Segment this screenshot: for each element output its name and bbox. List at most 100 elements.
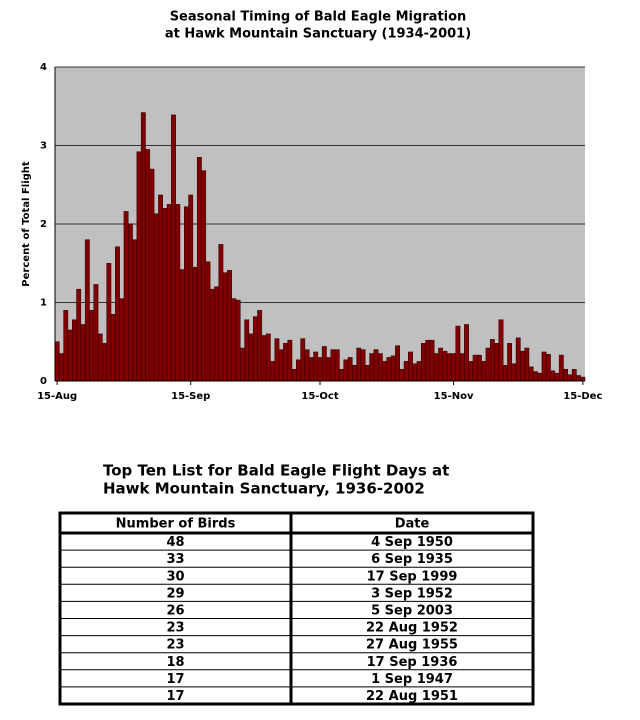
bar xyxy=(541,351,547,382)
bar xyxy=(455,325,461,382)
bar xyxy=(196,157,202,382)
bar xyxy=(421,343,426,382)
bar xyxy=(153,213,159,382)
table-cell: 33 xyxy=(166,552,184,567)
table-border xyxy=(58,511,535,706)
y-tick-label: 4 xyxy=(40,62,47,73)
y-axis-label: Percent of Total Flight xyxy=(21,161,32,287)
bar xyxy=(136,151,142,382)
bar xyxy=(515,337,521,382)
bar xyxy=(296,359,301,382)
bar xyxy=(313,351,319,382)
x-tick-label: 15-Sep xyxy=(171,391,210,402)
bar xyxy=(377,353,383,382)
bar xyxy=(317,357,323,382)
bar xyxy=(102,343,107,382)
bar xyxy=(485,347,491,382)
bar xyxy=(97,333,103,382)
bar xyxy=(386,357,392,382)
table-cell: 22 Aug 1952 xyxy=(366,621,458,636)
bar xyxy=(360,349,366,382)
bar xyxy=(382,361,388,382)
table-cell: 17 xyxy=(166,689,184,704)
bar xyxy=(222,272,228,382)
bar xyxy=(459,353,465,382)
bar xyxy=(244,319,250,382)
bar xyxy=(54,341,60,382)
bar xyxy=(140,112,146,382)
bar xyxy=(446,353,452,382)
chart-title: at Hawk Mountain Sanctuary (1934-2001) xyxy=(165,27,471,42)
bar xyxy=(563,368,569,382)
bar xyxy=(106,263,112,382)
x-tick-label: 15-Aug xyxy=(37,391,77,402)
bar xyxy=(442,350,448,382)
bar xyxy=(343,359,349,382)
bar xyxy=(209,288,215,382)
bar xyxy=(477,354,482,382)
bar xyxy=(554,372,560,382)
bar xyxy=(468,361,474,382)
bar xyxy=(507,343,512,382)
x-tick-label: 15-Oct xyxy=(301,391,338,402)
bar xyxy=(80,324,86,382)
bar xyxy=(214,286,219,382)
table-cell: 6 Sep 1935 xyxy=(371,552,453,567)
bar xyxy=(158,194,163,382)
bar xyxy=(558,354,564,382)
table-cell: 1 Sep 1947 xyxy=(371,672,453,687)
bar xyxy=(356,347,362,382)
bar xyxy=(451,353,456,382)
bar xyxy=(412,363,418,382)
table-cell: 17 xyxy=(166,672,184,687)
chart-title: Seasonal Timing of Bald Eagle Migration xyxy=(170,10,467,25)
table-cell: 18 xyxy=(166,655,184,670)
bar xyxy=(433,353,439,382)
bar xyxy=(261,335,267,382)
bar xyxy=(429,339,435,382)
bar xyxy=(403,361,409,382)
bar xyxy=(364,365,370,382)
table-cell: 17 Sep 1936 xyxy=(367,655,458,670)
bar xyxy=(304,349,310,382)
bar xyxy=(369,353,375,382)
bar xyxy=(59,353,64,382)
bar xyxy=(425,339,431,382)
bar xyxy=(248,333,254,382)
table-title: Top Ten List for Bald Eagle Flight Days … xyxy=(103,462,449,480)
bar xyxy=(145,149,151,382)
bar xyxy=(123,211,129,382)
table-cell: 23 xyxy=(166,638,184,653)
bar xyxy=(76,288,82,382)
bar xyxy=(528,366,534,382)
bar xyxy=(270,361,276,382)
bar xyxy=(67,329,73,382)
bar xyxy=(231,298,237,382)
bar xyxy=(511,363,517,382)
y-tick-label: 2 xyxy=(40,219,47,230)
bar xyxy=(576,375,581,382)
bar xyxy=(240,347,245,382)
bar xyxy=(334,349,340,382)
table-cell: 22 Aug 1951 xyxy=(366,689,458,704)
y-tick-label: 0 xyxy=(40,376,47,387)
bar xyxy=(110,314,116,382)
bar xyxy=(326,357,332,382)
bar xyxy=(300,338,306,382)
bar xyxy=(524,347,530,382)
bar xyxy=(339,368,344,382)
bar xyxy=(580,376,586,382)
bar xyxy=(119,298,125,382)
bar xyxy=(545,354,551,382)
bar xyxy=(132,239,138,382)
bar xyxy=(184,206,189,382)
bar xyxy=(227,270,232,382)
table-cell: 23 xyxy=(166,621,184,636)
table-cell: 29 xyxy=(166,586,184,601)
bar xyxy=(520,350,525,382)
bar xyxy=(321,346,327,382)
bar xyxy=(308,357,314,382)
table-cell: 5 Sep 2003 xyxy=(371,603,453,618)
bar xyxy=(330,349,336,382)
bar xyxy=(416,361,422,382)
